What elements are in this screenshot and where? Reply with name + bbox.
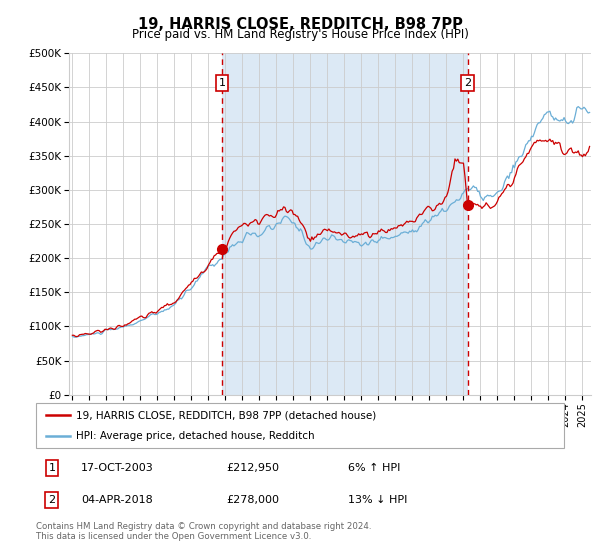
Text: 17-OCT-2003: 17-OCT-2003 (81, 463, 154, 473)
Text: 19, HARRIS CLOSE, REDDITCH, B98 7PP: 19, HARRIS CLOSE, REDDITCH, B98 7PP (137, 17, 463, 32)
Text: £278,000: £278,000 (226, 495, 279, 505)
Text: HPI: Average price, detached house, Redditch: HPI: Average price, detached house, Redd… (76, 431, 314, 441)
Text: 6% ↑ HPI: 6% ↑ HPI (347, 463, 400, 473)
Bar (222, 53, 468, 395)
Text: Contains HM Land Registry data © Crown copyright and database right 2024.
This d: Contains HM Land Registry data © Crown c… (36, 522, 371, 542)
Text: 13% ↓ HPI: 13% ↓ HPI (347, 495, 407, 505)
Text: 04-APR-2018: 04-APR-2018 (81, 495, 152, 505)
Text: 1: 1 (49, 463, 55, 473)
FancyBboxPatch shape (36, 403, 564, 448)
Text: 1: 1 (218, 78, 226, 88)
Text: Price paid vs. HM Land Registry's House Price Index (HPI): Price paid vs. HM Land Registry's House … (131, 28, 469, 41)
Text: 2: 2 (464, 78, 471, 88)
Text: 2: 2 (48, 495, 55, 505)
Text: 19, HARRIS CLOSE, REDDITCH, B98 7PP (detached house): 19, HARRIS CLOSE, REDDITCH, B98 7PP (det… (76, 410, 376, 421)
Text: £212,950: £212,950 (226, 463, 279, 473)
